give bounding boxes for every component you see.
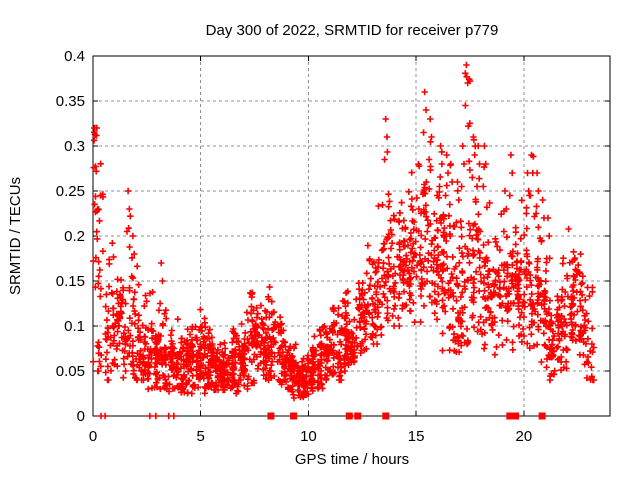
svg-text:0.25: 0.25 bbox=[56, 183, 85, 200]
svg-text:0.1: 0.1 bbox=[64, 318, 85, 335]
svg-text:0.35: 0.35 bbox=[56, 93, 85, 110]
svg-text:0.3: 0.3 bbox=[64, 138, 85, 155]
scatter-points bbox=[90, 61, 597, 420]
svg-text:0: 0 bbox=[77, 408, 85, 425]
svg-text:5: 5 bbox=[197, 428, 205, 445]
grid-lines bbox=[93, 56, 610, 416]
x-axis-label: GPS time / hours bbox=[295, 451, 409, 468]
svg-text:0.15: 0.15 bbox=[56, 273, 85, 290]
svg-text:20: 20 bbox=[515, 428, 532, 445]
svg-text:0.2: 0.2 bbox=[64, 228, 85, 245]
svg-text:10: 10 bbox=[300, 428, 317, 445]
svg-text:15: 15 bbox=[408, 428, 425, 445]
svg-text:0.4: 0.4 bbox=[64, 48, 85, 65]
y-axis-label: SRMTID / TECUs bbox=[7, 177, 24, 295]
svg-text:0.05: 0.05 bbox=[56, 363, 85, 380]
y-tick-labels: 0 0.05 0.1 0.15 0.2 0.25 0.3 0.35 0.4 bbox=[56, 48, 85, 425]
svg-text:0: 0 bbox=[89, 428, 97, 445]
x-tick-labels: 0 5 10 15 20 bbox=[89, 428, 532, 445]
chart-title: Day 300 of 2022, SRMTID for receiver p77… bbox=[206, 22, 499, 39]
